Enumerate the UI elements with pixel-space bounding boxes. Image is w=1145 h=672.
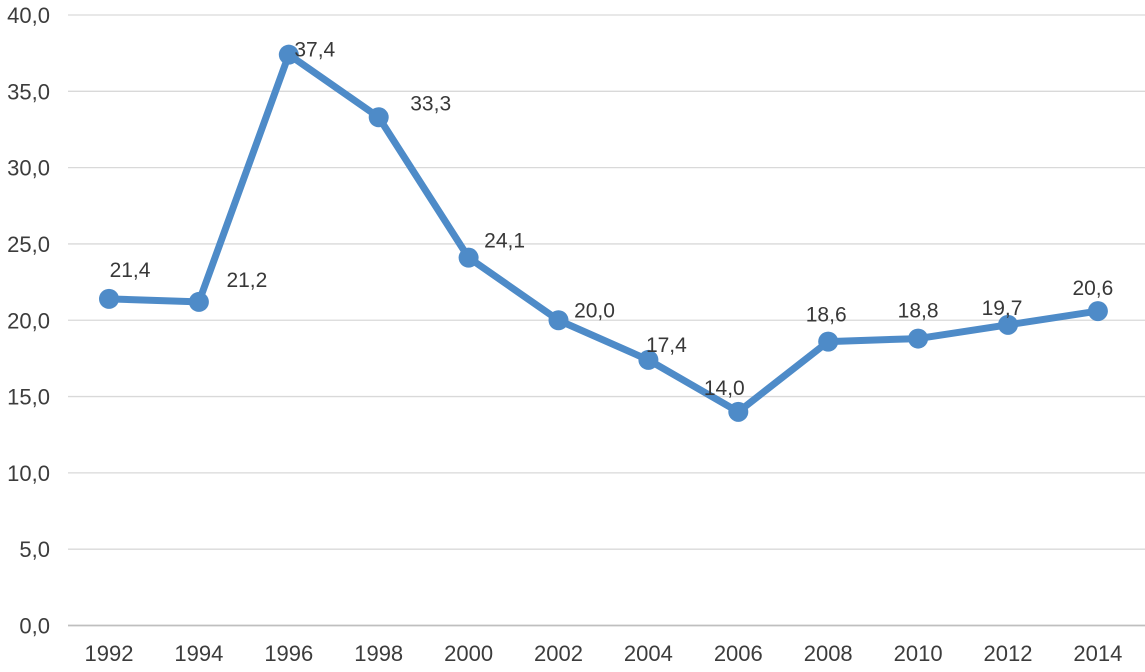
x-axis-tick-label: 2010 xyxy=(894,641,943,666)
y-axis-tick-label: 40,0 xyxy=(7,3,50,28)
data-point-marker xyxy=(458,247,479,268)
data-point-marker xyxy=(908,328,929,349)
data-point-label: 24,1 xyxy=(484,230,525,253)
data-point-marker xyxy=(998,314,1018,335)
data-point-label: 18,8 xyxy=(898,300,939,323)
data-line xyxy=(105,51,1102,416)
data-point-labels: 21,4 21,2 37,4 33,3 24,1 20,0 17,4 14,0 18,6 18,8… xyxy=(110,39,1114,400)
y-axis-tick-label: 35,0 xyxy=(7,79,50,104)
data-point-label: 21,2 xyxy=(226,269,267,292)
data-point-marker xyxy=(1087,301,1108,322)
data-point-label: 21,4 xyxy=(110,259,151,282)
data-point-label: 33,3 xyxy=(410,92,451,115)
data-point-marker xyxy=(368,107,389,128)
x-axis-tick-label: 2004 xyxy=(624,641,673,666)
x-axis-tick-label: 2006 xyxy=(714,641,763,666)
y-axis-tick-label: 15,0 xyxy=(7,385,50,410)
x-axis-tick-label: 2000 xyxy=(444,641,493,666)
y-axis-tick-label: 0,0 xyxy=(19,614,50,639)
data-point-label: 20,0 xyxy=(574,299,615,322)
y-axis-tick-label: 30,0 xyxy=(7,156,50,181)
data-point-label: 14,0 xyxy=(704,377,745,400)
data-point-label: 20,6 xyxy=(1072,277,1113,300)
x-axis-tick-label: 1998 xyxy=(354,641,403,666)
y-axis-tick-label: 25,0 xyxy=(7,232,50,257)
data-point-marker xyxy=(99,288,119,309)
data-point-marker xyxy=(548,310,569,331)
data-point-marker xyxy=(638,349,659,370)
data-point-marker xyxy=(188,291,209,312)
data-point-label: 19,7 xyxy=(982,297,1023,320)
data-point-label: 18,6 xyxy=(806,304,847,327)
data-point-marker xyxy=(278,44,299,65)
x-axis-tick-label: 2002 xyxy=(534,641,583,666)
x-axis-tick-label: 1994 xyxy=(174,641,223,666)
data-point-marker xyxy=(728,401,749,422)
data-point-label: 37,4 xyxy=(294,39,335,62)
x-axis-tick-labels: 1992 1994 1996 1998 2000 2002 2004 2006 2008 2010… xyxy=(85,641,1123,666)
x-axis-tick-label: 2008 xyxy=(804,641,853,666)
y-axis-tick-label: 20,0 xyxy=(7,308,50,333)
y-axis-tick-label: 5,0 xyxy=(19,537,50,562)
x-axis-tick-label: 2012 xyxy=(984,641,1033,666)
y-axis-tick-label: 10,0 xyxy=(7,461,50,486)
x-axis-tick-label: 1996 xyxy=(264,641,313,666)
y-axis-tick-labels: 40,0 35,0 30,0 25,0 20,0 15,0 10,0 5,0 0,0 xyxy=(7,3,50,639)
data-point-label: 17,4 xyxy=(646,334,687,357)
data-point-markers xyxy=(99,44,1108,422)
x-axis-tick-label: 2014 xyxy=(1073,641,1122,666)
data-point-marker xyxy=(818,331,839,352)
x-axis-tick-label: 1992 xyxy=(85,641,134,666)
